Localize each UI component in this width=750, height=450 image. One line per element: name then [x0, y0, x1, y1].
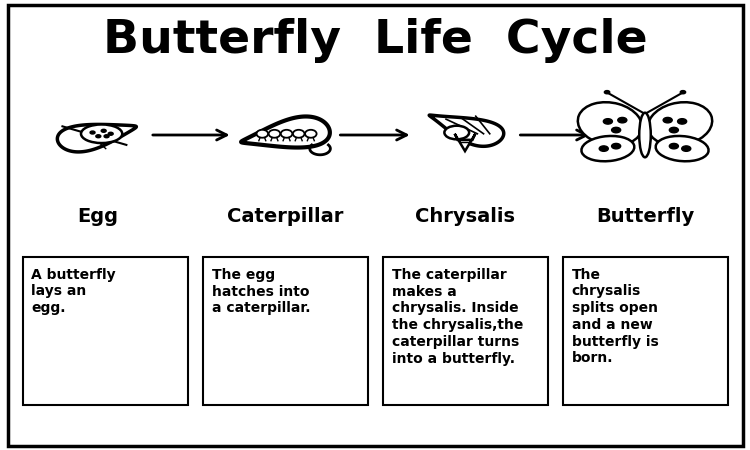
FancyBboxPatch shape	[202, 256, 368, 405]
Ellipse shape	[669, 144, 679, 149]
Text: Egg: Egg	[77, 207, 118, 225]
Text: The egg
hatches into
a caterpillar.: The egg hatches into a caterpillar.	[211, 268, 310, 315]
Polygon shape	[429, 115, 504, 146]
Polygon shape	[57, 124, 136, 152]
Polygon shape	[454, 134, 476, 151]
FancyBboxPatch shape	[22, 256, 188, 405]
Ellipse shape	[648, 102, 712, 145]
Text: Caterpillar: Caterpillar	[226, 207, 344, 225]
Ellipse shape	[108, 132, 113, 135]
Ellipse shape	[581, 136, 634, 161]
Ellipse shape	[618, 117, 627, 123]
Ellipse shape	[305, 130, 316, 138]
FancyBboxPatch shape	[562, 256, 728, 405]
Text: The
chrysalis
splits open
and a new
butterfly is
born.: The chrysalis splits open and a new butt…	[572, 268, 658, 365]
Ellipse shape	[603, 119, 613, 124]
Ellipse shape	[604, 90, 610, 94]
Text: A butterfly
lays an
egg.: A butterfly lays an egg.	[32, 268, 116, 315]
Ellipse shape	[656, 136, 709, 161]
Ellipse shape	[444, 126, 470, 140]
Ellipse shape	[639, 113, 651, 157]
Ellipse shape	[611, 144, 621, 149]
Ellipse shape	[256, 130, 268, 138]
Polygon shape	[242, 117, 330, 148]
Text: Butterfly: Butterfly	[596, 207, 694, 225]
Ellipse shape	[90, 131, 95, 134]
Ellipse shape	[101, 129, 106, 132]
Ellipse shape	[682, 146, 691, 151]
Ellipse shape	[663, 117, 672, 123]
FancyBboxPatch shape	[8, 4, 742, 446]
Ellipse shape	[280, 130, 292, 138]
Text: The caterpillar
makes a
chrysalis. Inside
the chrysalis,the
caterpillar turns
in: The caterpillar makes a chrysalis. Insid…	[392, 268, 523, 365]
Ellipse shape	[611, 127, 621, 133]
Ellipse shape	[669, 127, 679, 133]
Ellipse shape	[96, 135, 100, 138]
Ellipse shape	[677, 119, 687, 124]
Text: Chrysalis: Chrysalis	[415, 207, 515, 225]
Text: Butterfly  Life  Cycle: Butterfly Life Cycle	[103, 18, 647, 63]
Ellipse shape	[81, 125, 122, 143]
Ellipse shape	[599, 146, 608, 151]
Ellipse shape	[680, 90, 686, 94]
Ellipse shape	[268, 130, 280, 138]
Ellipse shape	[293, 130, 304, 138]
Ellipse shape	[104, 135, 109, 138]
Ellipse shape	[578, 102, 642, 145]
FancyBboxPatch shape	[382, 256, 548, 405]
